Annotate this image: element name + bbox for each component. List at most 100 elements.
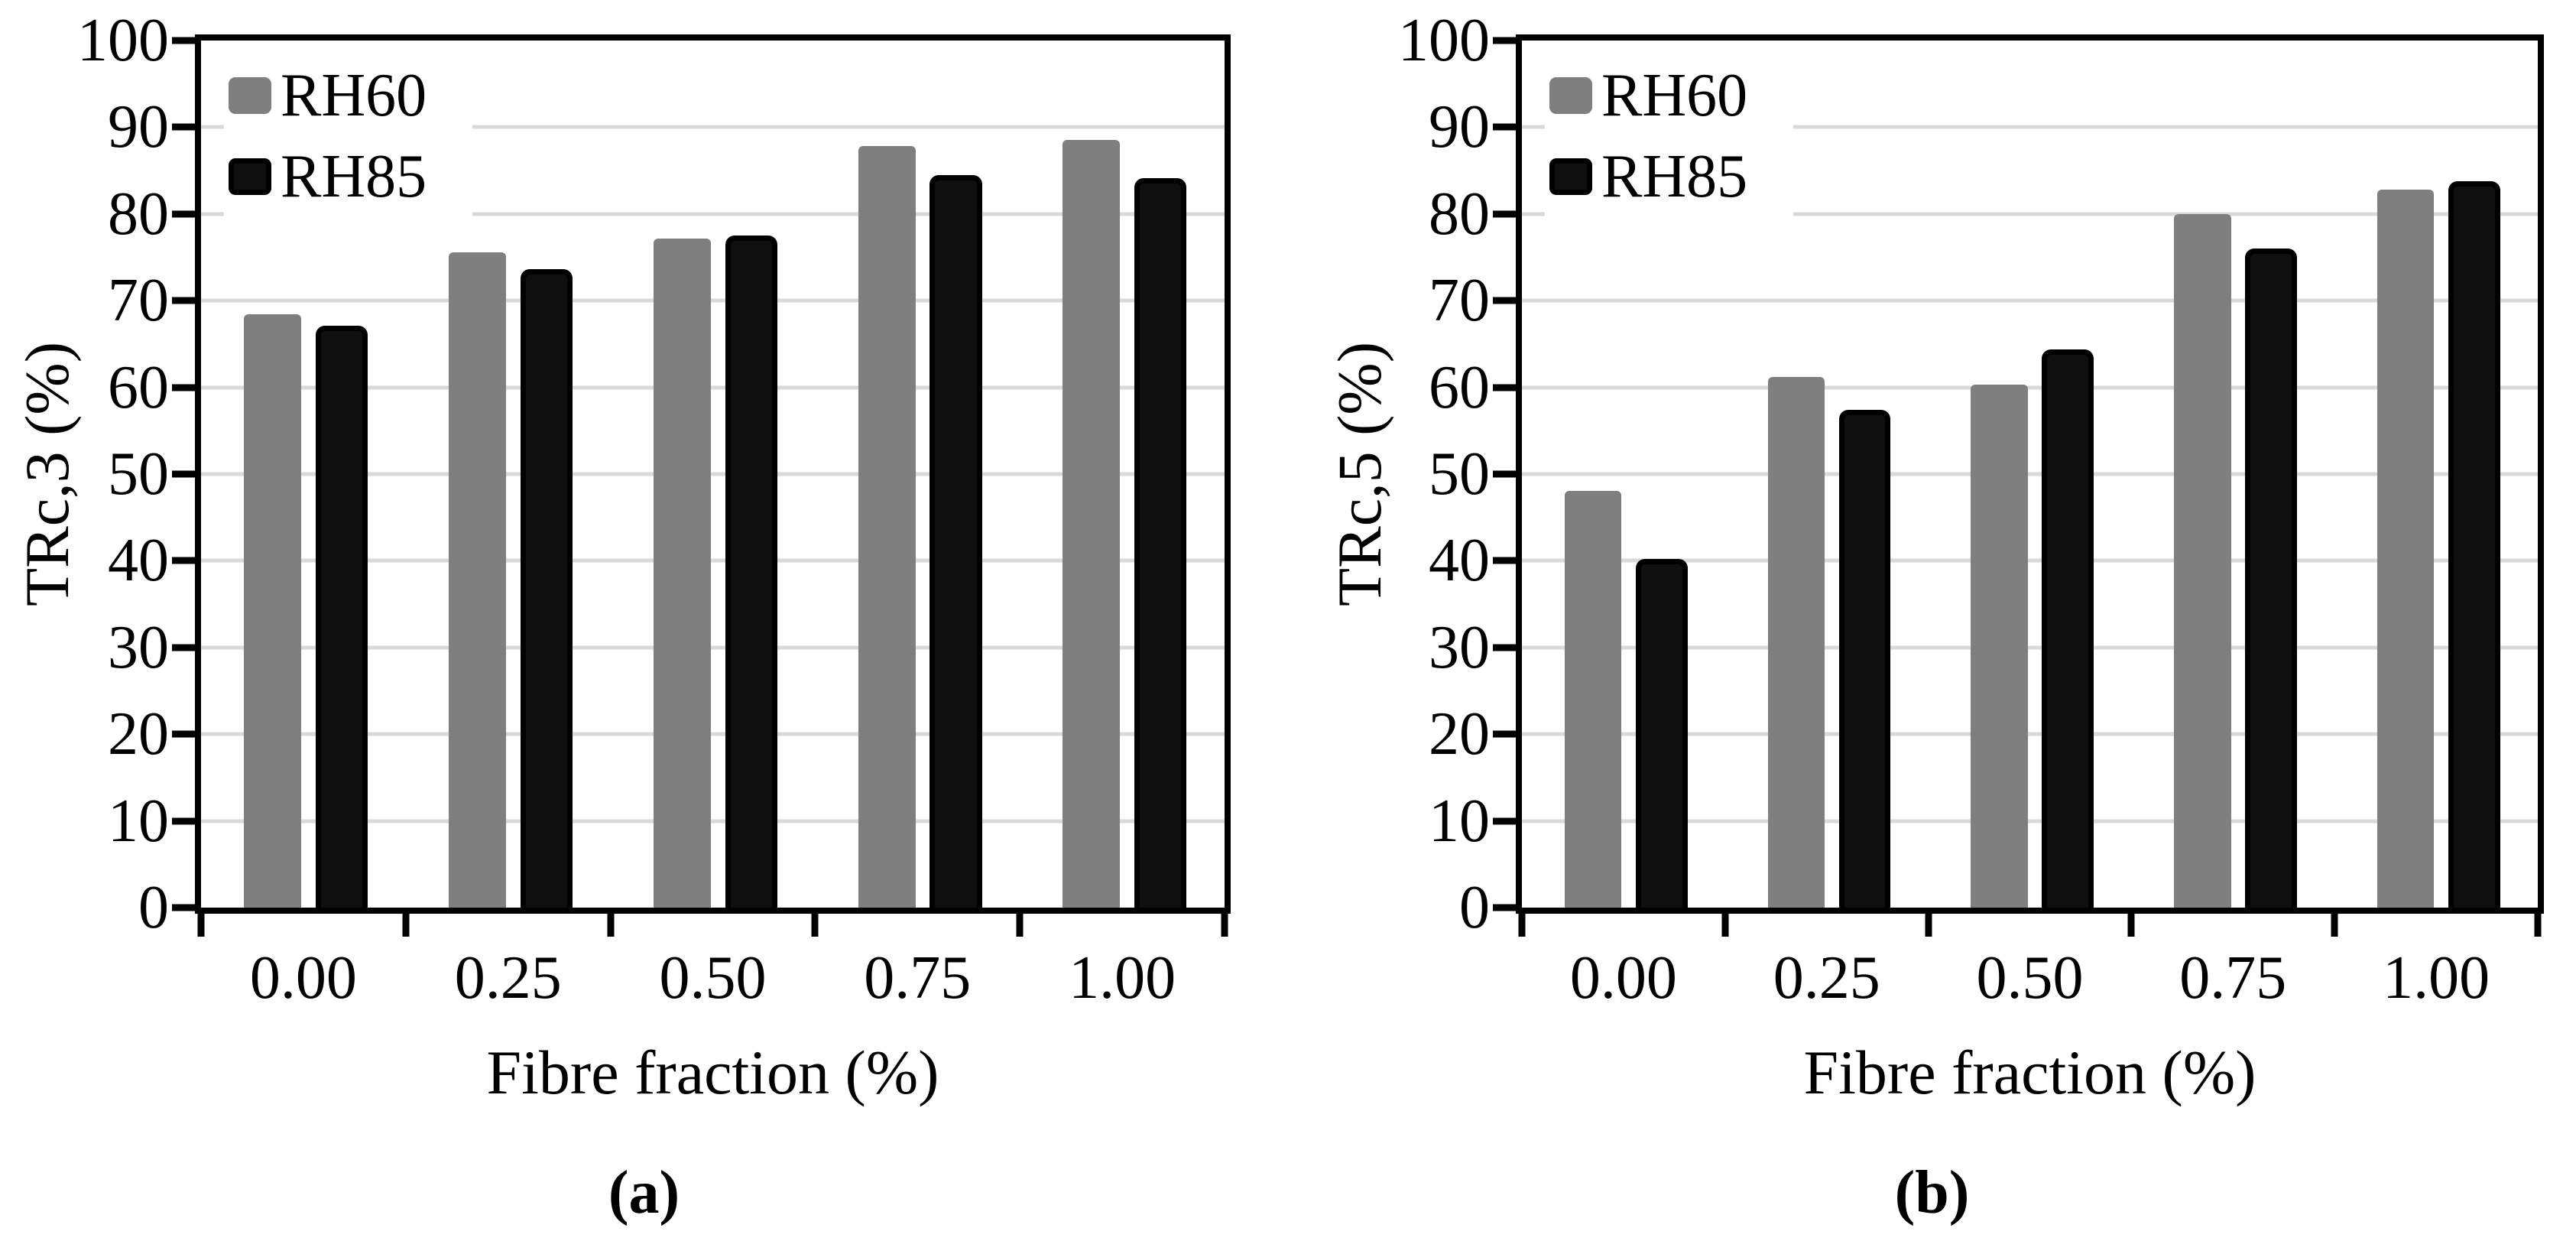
gridline — [1522, 125, 2538, 129]
bar-rh60-0.00 — [244, 314, 302, 908]
y-tick-mark — [1493, 470, 1516, 478]
y-tick-mark — [1493, 37, 1516, 44]
bar-rh85-1.00 — [1134, 178, 1187, 908]
bar-rh60-1.00 — [2377, 190, 2435, 908]
x-tick-mark — [2331, 914, 2338, 937]
y-tick-label: 20 — [108, 700, 169, 768]
y-tick-label: 90 — [108, 93, 169, 161]
y-tick-label: 60 — [108, 353, 169, 421]
x-axis-title-a: Fibre fraction (%) — [195, 1041, 1231, 1104]
legend-swatch-rh60 — [229, 77, 271, 114]
legend-item-rh60: RH60 — [229, 65, 427, 126]
y-tick-mark — [172, 123, 195, 131]
panel-caption-b: (b) — [1288, 1162, 2576, 1223]
y-tick-label: 30 — [1429, 613, 1490, 681]
bar-rh60-0.75 — [2174, 213, 2231, 908]
x-tick-mark — [2534, 914, 2542, 937]
chart-panel-b: TRc,5 (%) RH60 RH85 0 10 20 30 40 50 60 70 80 90 1… — [1288, 0, 2576, 1254]
x-axis-title-text: Fibre fraction (%) — [486, 1038, 939, 1107]
x-tick-mark — [1016, 914, 1024, 937]
bar-rh85-0.00 — [1635, 559, 1688, 908]
gridline — [1522, 472, 2538, 476]
chart-panel-a: TRc,3 (%) RH60 RH85 0 10 20 30 40 50 60 70 80 90 1… — [12, 10, 1231, 1226]
legend-label-rh85: RH85 — [281, 143, 427, 210]
legend-b: RH60 RH85 — [1545, 56, 1794, 218]
x-tick-label: 0.00 — [1569, 944, 1677, 1012]
y-tick-mark — [172, 817, 195, 825]
gridline — [201, 298, 1225, 303]
y-tick-label: 100 — [1398, 7, 1490, 74]
y-tick-mark — [172, 557, 195, 564]
y-tick-mark — [1493, 904, 1516, 911]
y-tick-label: 80 — [1429, 180, 1490, 248]
bar-rh60-0.25 — [449, 252, 506, 908]
legend-swatch-rh85 — [229, 158, 271, 195]
legend-item-rh85: RH85 — [1549, 146, 1747, 207]
legend-item-rh60: RH60 — [1549, 65, 1747, 126]
x-tick-label: 0.00 — [249, 944, 357, 1012]
gridline — [1522, 298, 2538, 303]
y-tick-label: 10 — [108, 787, 169, 855]
y-tick-label: 70 — [1429, 267, 1490, 335]
x-tick-label: 0.25 — [454, 944, 562, 1012]
y-axis-title-text: TRc,3 (%) — [12, 341, 82, 607]
y-tick-label: 40 — [1429, 527, 1490, 595]
bar-rh85-0.00 — [315, 326, 368, 908]
y-tick-mark — [1493, 730, 1516, 738]
bar-rh85-0.75 — [2245, 249, 2297, 908]
y-tick-mark — [1493, 123, 1516, 131]
gridline — [201, 385, 1225, 390]
legend-label-rh85: RH85 — [1601, 143, 1748, 210]
bar-rh60-0.50 — [653, 238, 711, 908]
y-axis-title-text: TRc,5 (%) — [1325, 341, 1394, 607]
panel-caption-text: (b) — [1894, 1159, 1970, 1226]
x-tick-label: 0.75 — [864, 944, 972, 1012]
x-tick-label: 1.00 — [2383, 944, 2490, 1012]
y-tick-mark — [1493, 817, 1516, 825]
y-tick-mark — [172, 210, 195, 218]
x-tick-label: 0.50 — [659, 944, 767, 1012]
bar-rh60-0.50 — [1971, 385, 2028, 908]
gridline — [1522, 819, 2538, 824]
gridline — [201, 732, 1225, 736]
y-tick-label: 20 — [1429, 700, 1490, 768]
y-tick-mark — [1493, 297, 1516, 304]
gridline — [1522, 558, 2538, 563]
gridline — [1522, 385, 2538, 390]
legend-swatch-rh85 — [1549, 158, 1592, 195]
gridline — [201, 558, 1225, 563]
x-tick-mark — [1221, 914, 1228, 937]
legend-label-rh60: RH60 — [281, 62, 427, 129]
bar-rh85-0.75 — [930, 174, 982, 908]
x-tick-mark — [607, 914, 615, 937]
y-tick-mark — [172, 730, 195, 738]
bar-rh60-1.00 — [1063, 140, 1121, 908]
plot-area-a: RH60 RH85 0 10 20 30 40 50 60 70 80 90 100 0.00 0.25… — [77, 10, 1231, 1009]
plot-area-b: RH60 RH85 0 10 20 30 40 50 60 70 80 90 100 0.00 0.25… — [1398, 10, 2544, 1009]
y-tick-label: 50 — [108, 440, 169, 508]
y-tick-label: 60 — [1429, 353, 1490, 421]
y-tick-label: 40 — [108, 527, 169, 595]
y-tick-mark — [172, 37, 195, 44]
x-tick-mark — [1721, 914, 1729, 937]
bar-rh60-0.00 — [1564, 490, 1622, 908]
x-tick-mark — [2127, 914, 2135, 937]
gridline — [1522, 645, 2538, 650]
bar-rh60-0.75 — [858, 146, 916, 908]
y-tick-label: 70 — [108, 267, 169, 335]
x-axis-title-text: Fibre fraction (%) — [1803, 1038, 2256, 1107]
bar-rh85-0.50 — [2042, 349, 2094, 908]
x-tick-mark — [811, 914, 819, 937]
y-tick-label: 90 — [1429, 93, 1490, 161]
y-tick-label: 0 — [1459, 874, 1490, 941]
panel-caption-text: (a) — [608, 1159, 680, 1226]
x-tick-mark — [402, 914, 410, 937]
y-tick-label: 50 — [1429, 440, 1490, 508]
y-tick-label: 10 — [1429, 787, 1490, 855]
y-tick-label: 100 — [77, 7, 169, 74]
x-axis-title-b: Fibre fraction (%) — [1516, 1041, 2544, 1104]
x-tick-label: 0.50 — [1976, 944, 2084, 1012]
x-tick-mark — [1518, 914, 1526, 937]
gridline — [1522, 732, 2538, 736]
legend-a: RH60 RH85 — [224, 56, 473, 218]
